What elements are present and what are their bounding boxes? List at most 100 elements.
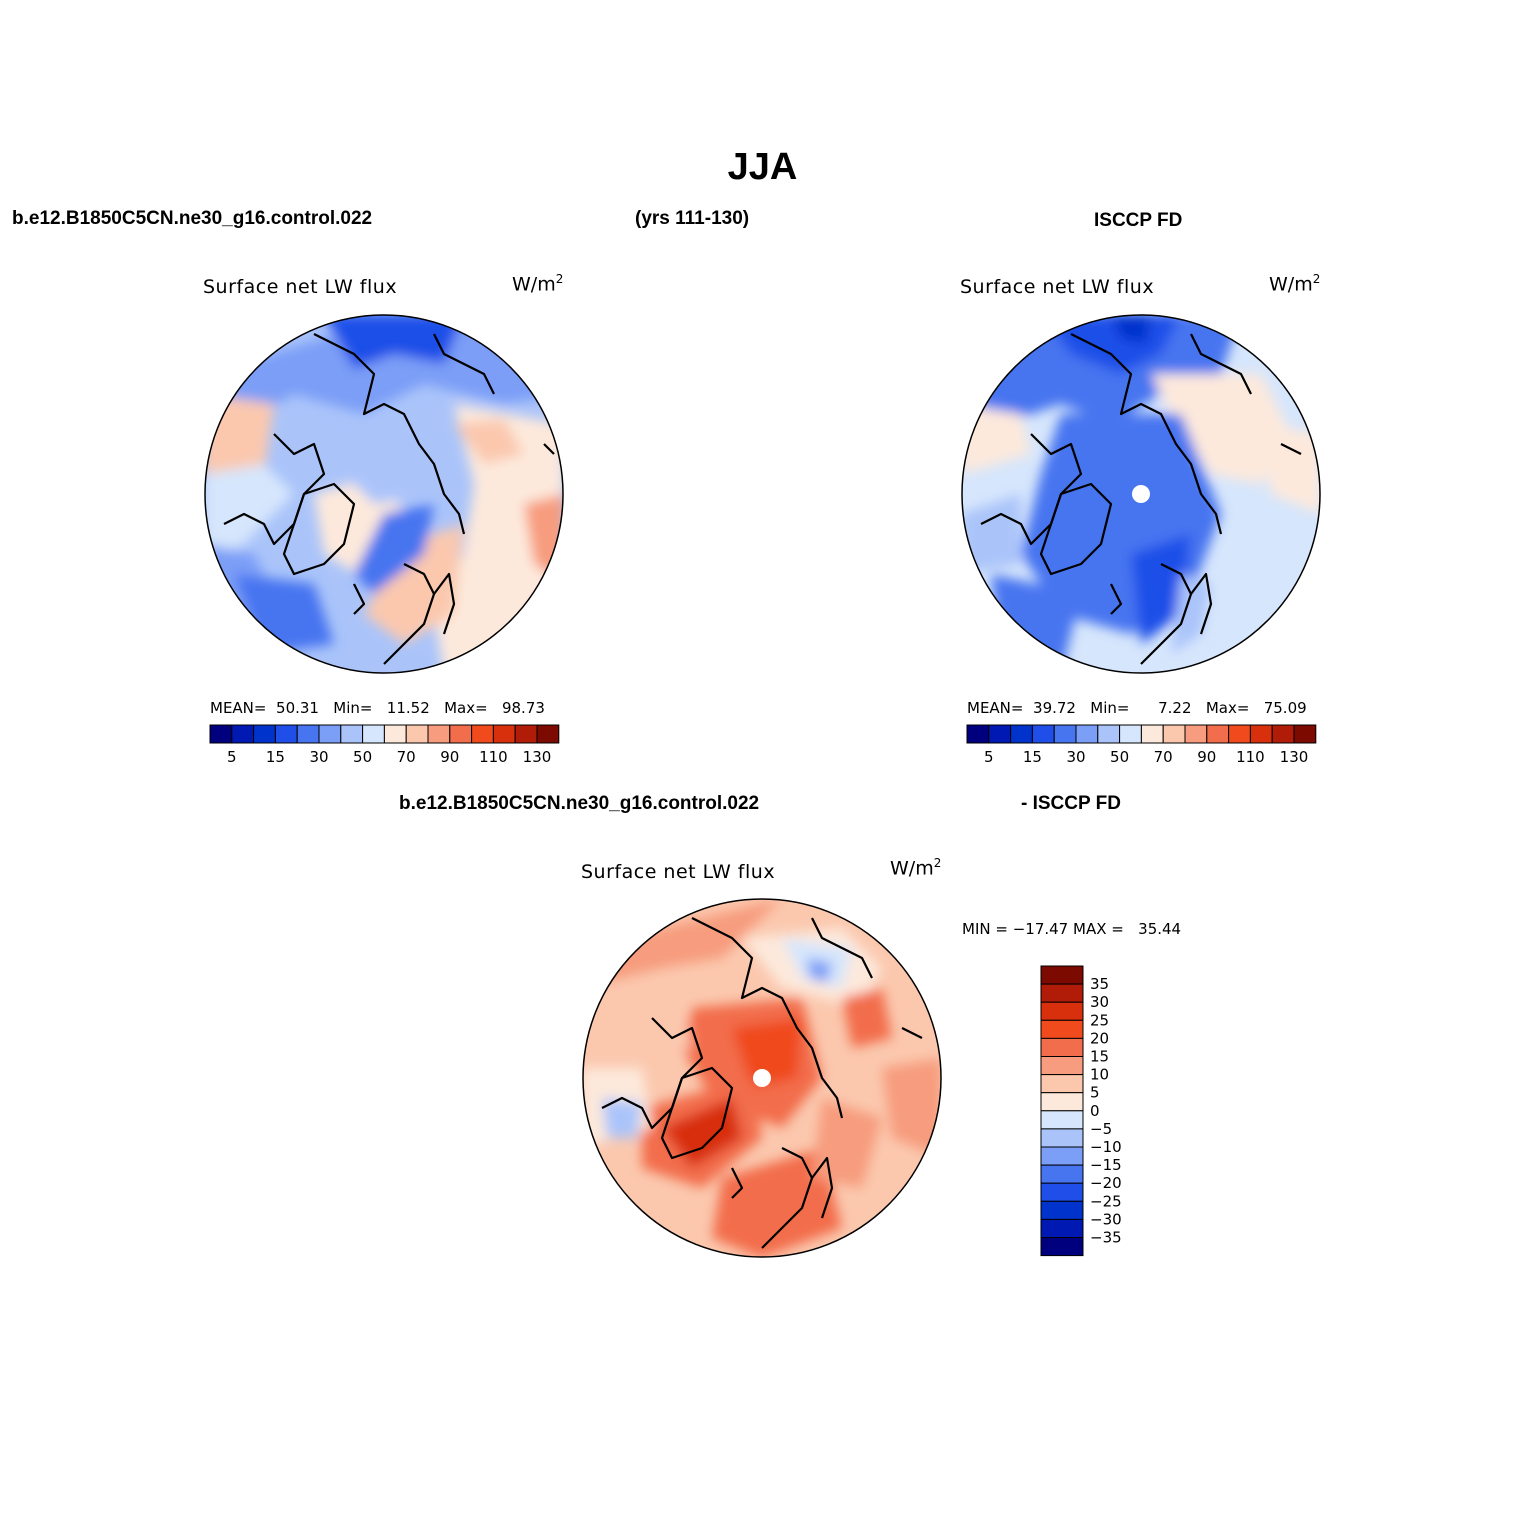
- diff-colorbar-swatch: [1040, 1128, 1084, 1148]
- model-colorbar-tick-label: 70: [397, 748, 416, 766]
- obs-colorbar-tick-label: 110: [1236, 748, 1265, 766]
- model-colorbar-swatch: [253, 724, 276, 744]
- diff-max-value: 35.44: [1138, 920, 1182, 938]
- model-colorbar-tick-label: 110: [479, 748, 508, 766]
- obs-colorbar-swatch: [1119, 724, 1142, 744]
- model-colorbar-swatch: [427, 724, 451, 744]
- model-colorbar-swatch: [471, 724, 494, 744]
- obs-colorbar-swatch: [1140, 724, 1164, 744]
- model-units-sup: 2: [555, 272, 564, 286]
- diff-colorbar-swatch: [1040, 1237, 1084, 1257]
- model-units: W/m2: [512, 272, 563, 295]
- model-years: (yrs 111-130): [635, 208, 750, 229]
- model-colorbar-swatch: [514, 724, 538, 744]
- diff-colorbar-swatch: [1040, 1200, 1084, 1220]
- obs-colorbar-tick-label: 30: [1066, 748, 1085, 766]
- model-min-label: Min=: [333, 699, 373, 717]
- model-max-value: 98.73: [501, 699, 545, 717]
- model-colorbar: 5 15 30 50 70 90 110 130: [209, 724, 560, 766]
- diff-units: W/m2: [890, 856, 941, 879]
- model-case-name: b.e12.B1850C5CN.ne30_g16.control.022: [12, 208, 373, 229]
- diff-colorbar-tick-label: 30: [1090, 993, 1109, 1011]
- obs-colorbar-swatch: [988, 724, 1012, 744]
- diff-case-name: b.e12.B1850C5CN.ne30_g16.control.022: [399, 793, 760, 814]
- figure-title: JJA: [727, 146, 798, 188]
- obs-colorbar-swatch: [1293, 724, 1317, 744]
- obs-colorbar-tick-label: 70: [1154, 748, 1173, 766]
- diff-colorbar-swatch: [1040, 1074, 1084, 1094]
- obs-colorbar-swatch: [966, 724, 990, 744]
- model-colorbar-tick-label: 130: [523, 748, 552, 766]
- obs-colorbar-tick-label: 90: [1197, 748, 1216, 766]
- diff-colorbar-swatch: [1040, 1056, 1084, 1076]
- obs-min-value: 7.22: [1158, 699, 1192, 717]
- diff-polar-map: [582, 898, 942, 1258]
- obs-colorbar-tick-label: 130: [1280, 748, 1309, 766]
- obs-colorbar-swatch: [1271, 724, 1295, 744]
- model-units-text: W/m: [512, 273, 556, 296]
- obs-mean-label: MEAN=: [967, 699, 1024, 717]
- diff-colorbar-tick-label: 10: [1090, 1066, 1109, 1084]
- model-colorbar-swatch: [362, 724, 385, 744]
- obs-colorbar-swatch: [1162, 724, 1186, 744]
- obs-colorbar-swatch: [1075, 724, 1099, 744]
- model-colorbar-tick-label: 30: [309, 748, 328, 766]
- diff-colorbar-swatch: [1040, 1110, 1084, 1130]
- diff-colorbar-swatch: [1040, 1092, 1084, 1112]
- diff-colorbar-tick-label: −10: [1090, 1138, 1122, 1156]
- diff-colorbar-tick-label: −25: [1090, 1192, 1122, 1210]
- diff-colorbar-swatch: [1040, 1019, 1084, 1039]
- obs-units-sup: 2: [1312, 272, 1321, 286]
- model-stats: MEAN= 50.31 Min= 11.52 Max= 98.73: [210, 699, 545, 717]
- obs-variable-label: Surface net LW flux: [960, 276, 1155, 298]
- diff-min-label: MIN =: [962, 920, 1008, 938]
- diff-colorbar-swatch: [1040, 1037, 1084, 1058]
- obs-min-label: Min=: [1090, 699, 1130, 717]
- diff-colorbar-tick-label: −35: [1090, 1229, 1122, 1247]
- diff-colorbar-tick-label: −15: [1090, 1156, 1122, 1174]
- obs-colorbar-swatch: [1010, 724, 1033, 744]
- obs-units: W/m2: [1269, 272, 1320, 295]
- diff-stats: MIN = −17.47 MAX = 35.44: [962, 920, 1181, 938]
- diff-units-text: W/m: [890, 857, 934, 880]
- model-colorbar-tick-label: 90: [440, 748, 459, 766]
- obs-polar-map: [961, 314, 1321, 674]
- model-colorbar-swatch: [231, 724, 255, 744]
- diff-colorbar-tick-label: 35: [1090, 975, 1109, 993]
- diff-colorbar-swatch: [1040, 1218, 1084, 1238]
- model-colorbar-swatch: [383, 724, 407, 744]
- model-colorbar-swatch: [209, 724, 233, 744]
- model-min-value: 11.52: [386, 699, 430, 717]
- obs-colorbar-swatch: [1206, 724, 1230, 744]
- diff-variable-label: Surface net LW flux: [581, 861, 776, 883]
- diff-colorbar-tick-label: 5: [1090, 1084, 1100, 1102]
- model-colorbar-swatch: [405, 724, 429, 744]
- diff-colorbar-tick-label: −20: [1090, 1174, 1122, 1192]
- obs-colorbar-swatch: [1249, 724, 1273, 744]
- obs-units-text: W/m: [1269, 273, 1313, 296]
- obs-colorbar-swatch: [1184, 724, 1208, 744]
- model-variable-label: Surface net LW flux: [203, 276, 398, 298]
- obs-colorbar-tick-label: 5: [984, 748, 994, 766]
- diff-colorbar-swatch: [1040, 1146, 1084, 1166]
- obs-missing-pole-marker: [1132, 485, 1150, 503]
- model-colorbar-swatch: [318, 724, 342, 744]
- model-mean-value: 50.31: [276, 699, 319, 717]
- obs-name: ISCCP FD: [1094, 210, 1183, 231]
- diff-colorbar-swatch: [1040, 1001, 1084, 1021]
- model-colorbar-tick-label: 50: [353, 748, 372, 766]
- diff-colorbar-tick-label: −5: [1090, 1120, 1112, 1138]
- model-colorbar-tick-label: 15: [266, 748, 285, 766]
- model-colorbar-swatch: [296, 724, 320, 744]
- obs-mean-value: 39.72: [1033, 699, 1076, 717]
- diff-colorbar-tick-label: 0: [1090, 1102, 1100, 1120]
- model-colorbar-swatch: [536, 724, 560, 744]
- diff-obs-name: - ISCCP FD: [1021, 793, 1121, 814]
- diff-colorbar-swatch: [1040, 983, 1084, 1003]
- obs-colorbar: 5 15 30 50 70 90 110 130: [966, 724, 1317, 766]
- obs-colorbar-tick-label: 15: [1023, 748, 1042, 766]
- model-max-label: Max=: [444, 699, 488, 717]
- obs-colorbar-swatch: [1097, 724, 1121, 744]
- model-colorbar-swatch: [449, 724, 473, 744]
